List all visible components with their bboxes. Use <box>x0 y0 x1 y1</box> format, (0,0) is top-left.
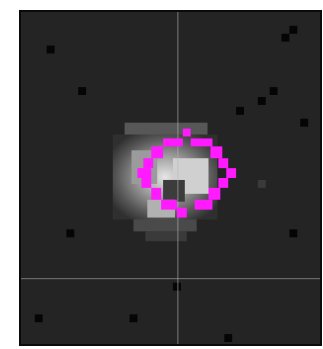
pixel-image-canvas[interactable] <box>19 10 322 346</box>
dark-pixel-markers <box>34 25 309 343</box>
crosshair-icon[interactable] <box>21 12 320 344</box>
circle-roi-icon[interactable] <box>137 128 237 218</box>
pixel-image[interactable] <box>21 12 320 344</box>
